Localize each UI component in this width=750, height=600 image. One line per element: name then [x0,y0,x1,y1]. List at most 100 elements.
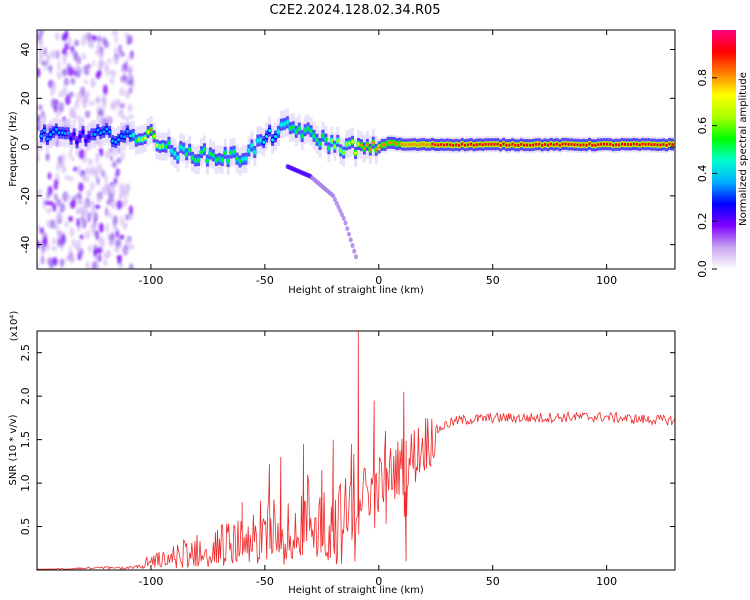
spectrogram-ridge-core [600,142,603,146]
spectrogram-ridge-core [558,143,562,147]
spectrogram-ridge-core [43,128,46,133]
spectrogram-x-tick-label: -50 [256,274,274,287]
spectrogram-noise-cell [94,204,101,210]
spectrogram-noise-cell [69,199,76,209]
spectrogram-noise-cell [43,46,47,56]
spectrogram-ridge-core [232,150,236,154]
spectrogram-ridge-core [188,148,192,152]
spectrogram-noise-cell [56,210,62,221]
spectrogram-ridge-core [291,125,295,129]
snr-x-tick-label: -50 [256,575,274,588]
spectrogram-noise-cell [86,189,92,198]
spectrogram-y-tick-label: 20 [19,91,32,105]
spectrogram-noise-cell [102,103,107,110]
spectrogram-noise-cell [77,165,82,176]
spectrogram-ridge-core [182,146,186,151]
spectrogram-noise-cell [113,56,119,66]
spectrogram-noise-cell [37,114,41,125]
spectrogram-noise-cell [64,30,69,40]
spectrogram-noise-cell [47,257,54,266]
spectrogram-ridge-core [170,149,174,153]
spectrogram-ridge-core [117,138,120,142]
spectrogram-noise-cell [40,256,45,265]
spectrogram-ridge-core [277,130,280,134]
snr-y-tick-label: 1.0 [19,474,32,492]
spectrogram-noise-cell [92,60,96,67]
spectrogram-ridge-core [321,134,325,138]
spectrogram-noise-cell [51,237,57,245]
spectrogram-ridge-core [472,143,476,147]
spectrogram-noise-cell [97,110,103,117]
spectrogram-noise-cell [70,77,76,85]
spectrogram-ridge-core [582,143,586,147]
spectrogram-ridge-core [149,128,153,132]
spectrogram-noise-cell [37,104,43,111]
spectrogram-noise-cell [69,227,75,238]
spectrogram-noise-cell [61,165,67,174]
spectrogram-noise-cell [113,177,118,185]
spectrogram-ridge-core [448,143,452,147]
colorbar-strip [712,30,736,269]
spectrogram-ridge-core [517,143,520,147]
spectrogram-ridge-core [152,134,156,139]
spectrogram-ridge-core [99,131,103,135]
spectrogram-noise-cell [127,103,133,112]
spectrogram-noise-cell [109,155,114,162]
spectrogram-noise-cell [53,193,58,201]
spectrogram-noise-cell [119,107,124,118]
spectrogram-noise-cell [71,113,78,120]
spectrogram-noise-cell [128,64,134,75]
spectrogram-noise-cell [83,67,90,76]
spectrogram-y-tick-label: -20 [19,187,32,205]
spectrogram-ridge-core [478,142,482,146]
spectrogram-noise-cell [56,49,60,60]
spectrogram-noise-cell [68,215,73,223]
spectrogram-ridge-core [226,159,230,163]
spectrogram-noise-cell [119,87,125,96]
snr-y-tick-label: 2.5 [19,344,32,362]
spectrogram-ridge-core [594,143,597,147]
spectrogram-noise-cell [101,95,107,104]
colorbar-tick-label: 0.4 [696,165,709,183]
spectrogram-noise-cell [73,166,78,172]
spectrogram-ridge-core [374,148,378,152]
spectrogram-noise-cell [96,195,101,203]
spectrogram-ridge-core [620,142,624,146]
spectrogram-noise-cell [126,39,132,45]
spectrogram-noise-cell [52,202,57,212]
spectrogram-noise-cell [37,33,43,41]
spectrogram-ridge-core [220,158,224,162]
spectrogram-xlabel: Height of straight line (km) [288,285,424,296]
spectrogram-ridge-core [537,142,541,146]
spectrogram-noise-cell [124,90,131,99]
spectrogram-noise-cell [103,174,108,184]
spectrogram-ridge-core [605,142,609,146]
spectrogram-noise-cell [44,200,49,206]
spectrogram-ridge-core [428,143,431,147]
spectrogram-noise-cell [96,247,103,254]
spectrogram-noise-cell [79,234,84,240]
spectrogram-ridge-core [84,138,88,143]
spectrogram-ridge-core [131,133,135,137]
spectrogram-ridge-core [638,143,642,147]
spectrogram-noise-cell [116,254,123,260]
spectrogram-ridge-core [650,142,654,147]
spectrogram-noise-cell [123,198,128,204]
spectrogram-noise-cell [84,110,91,119]
spectrogram-noise-cell [61,48,68,56]
spectrogram-ridge-core [158,145,162,149]
spectrogram-ridge-core [481,143,485,147]
spectrogram-branch-cell [338,208,343,214]
spectrogram-noise-cell [56,230,63,240]
snr-y-multiplier: (x10⁴) [9,311,20,342]
spectrogram-ridge-core [549,142,553,146]
spectrogram-ridge-core [570,142,574,147]
spectrogram-noise-cell [104,181,109,193]
spectrogram-ridge-core [108,130,112,134]
spectrogram-ridge-core [434,143,437,147]
spectrogram-ridge-core [235,157,239,161]
spectrogram-noise-cell [50,89,55,97]
spectrogram-ridge-core [155,143,159,148]
spectrogram-ridge-core [164,145,168,149]
spectrogram-ridge-core [371,141,375,145]
